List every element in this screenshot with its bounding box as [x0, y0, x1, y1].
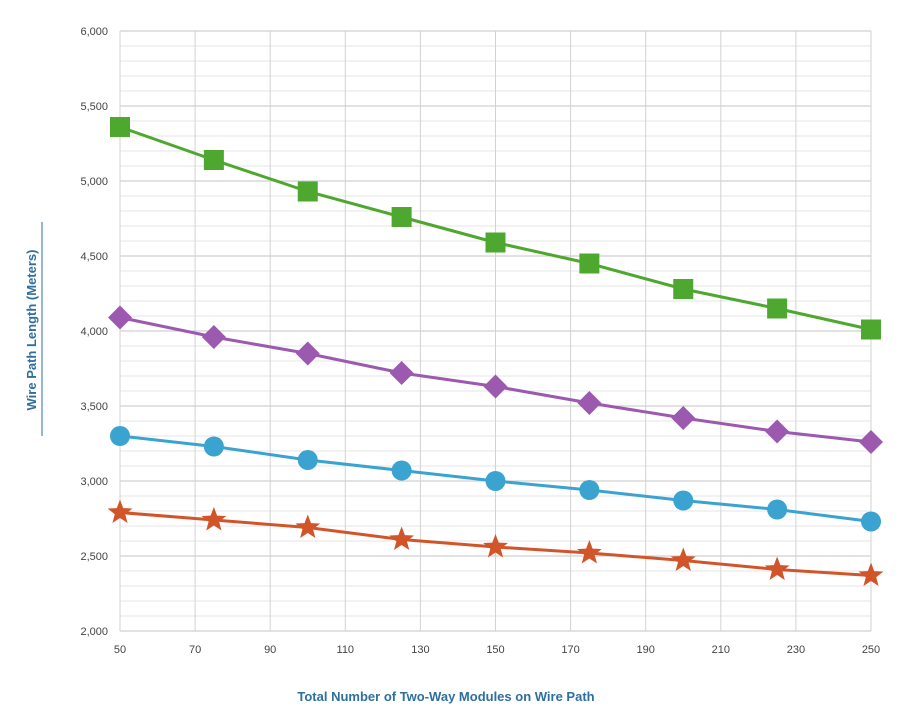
data-point-circle	[485, 471, 506, 491]
y-tick-label: 2,500	[80, 551, 108, 563]
data-point-diamond	[671, 406, 696, 430]
data-point-star	[577, 540, 602, 564]
data-point-circle	[203, 436, 224, 457]
data-point-circle	[861, 511, 881, 532]
data-point-diamond	[389, 361, 414, 385]
y-tick-label: 3,500	[80, 401, 108, 413]
x-tick-label: 250	[862, 644, 880, 656]
y-tick-label: 4,000	[80, 326, 108, 338]
data-point-circle	[297, 450, 318, 470]
data-point-star	[295, 514, 321, 538]
data-point-circle	[110, 426, 130, 446]
axes: 2,000 2,500 3,000 3,500 4,000 4,500 5,000 5,500…	[80, 26, 880, 656]
series-square	[110, 117, 881, 340]
y-axis-title: Wire Path Length (Meters)	[24, 250, 39, 411]
data-point-circle	[673, 490, 694, 511]
data-point-circle	[579, 480, 600, 500]
data-point-square	[673, 279, 694, 299]
data-point-star	[858, 562, 884, 586]
data-point-square	[297, 181, 318, 202]
x-tick-label: 170	[561, 644, 579, 656]
x-tick-label: 210	[712, 644, 730, 656]
data-point-diamond	[577, 391, 602, 415]
data-point-star	[764, 556, 790, 580]
data-point-diamond	[483, 374, 508, 399]
data-point-star	[201, 507, 227, 531]
series-star	[107, 499, 884, 586]
data-point-square	[203, 150, 224, 170]
data-point-diamond	[201, 325, 226, 349]
y-tick-label: 3,000	[80, 476, 108, 488]
y-tick-label: 4,500	[80, 251, 108, 263]
x-tick-label: 70	[189, 644, 201, 656]
data-point-star	[670, 547, 696, 571]
series-circle	[110, 426, 881, 532]
data-point-diamond	[859, 430, 883, 454]
y-tick-label: 5,000	[80, 176, 108, 188]
data-point-square	[485, 232, 506, 253]
x-tick-label: 130	[411, 644, 429, 656]
series-layer	[107, 117, 884, 586]
data-point-square	[579, 253, 600, 274]
data-point-diamond	[765, 419, 790, 444]
x-axis-title: Total Number of Two-Way Modules on Wire …	[297, 689, 594, 704]
x-tick-label: 90	[264, 644, 276, 656]
x-tick-label: 110	[337, 644, 355, 656]
data-point-diamond	[295, 341, 320, 366]
data-point-square	[110, 117, 130, 137]
x-tick-label: 150	[486, 644, 504, 656]
data-point-square	[391, 207, 412, 227]
data-point-square	[861, 319, 881, 340]
series-diamond	[108, 305, 883, 454]
data-point-circle	[391, 460, 412, 481]
y-tick-label: 2,000	[80, 626, 108, 638]
x-tick-label: 50	[114, 644, 126, 656]
data-point-star	[483, 534, 508, 558]
y-tick-label: 6,000	[80, 26, 108, 38]
y-tick-label: 5,500	[80, 101, 108, 113]
data-point-star	[107, 499, 133, 523]
data-point-star	[389, 526, 414, 550]
data-point-circle	[767, 499, 788, 520]
x-tick-label: 190	[637, 644, 655, 656]
x-tick-label: 230	[787, 644, 805, 656]
data-point-diamond	[108, 305, 132, 330]
data-point-square	[767, 298, 788, 319]
